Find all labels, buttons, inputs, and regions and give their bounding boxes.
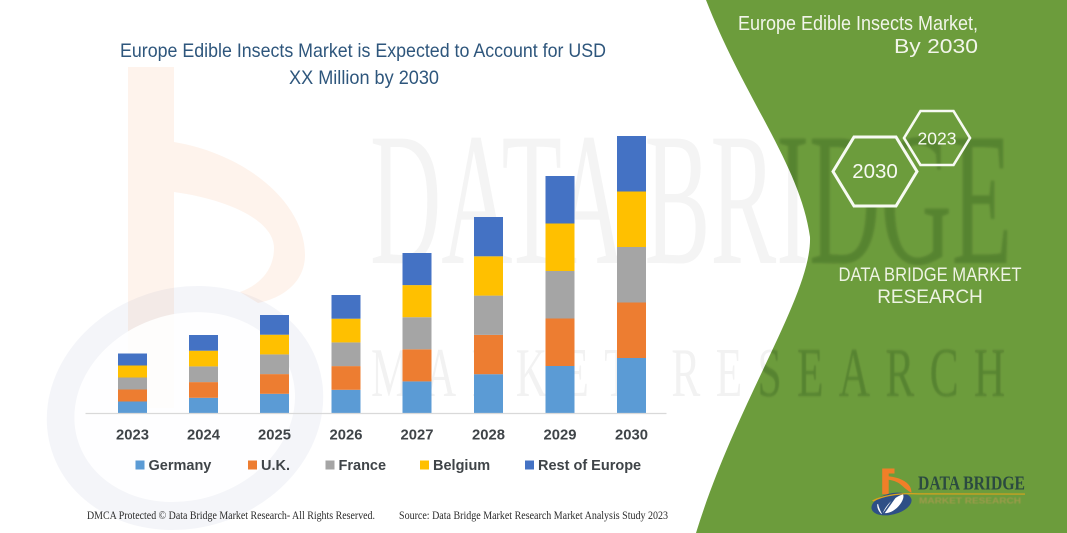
svg-text:DATA BRIDGE MARKET: DATA BRIDGE MARKET: [839, 265, 1022, 286]
svg-text:France: France: [339, 458, 387, 474]
svg-text:Europe Edible Insects Market,: Europe Edible Insects Market,: [738, 13, 978, 35]
svg-text:2025: 2025: [258, 428, 291, 444]
svg-text:2023: 2023: [116, 428, 149, 444]
svg-text:Rest of Europe: Rest of Europe: [538, 458, 641, 474]
svg-text:Germany: Germany: [149, 458, 212, 474]
svg-text:Europe Edible Insects Market i: Europe Edible Insects Market is Expected…: [120, 40, 606, 62]
svg-text:Belgium: Belgium: [433, 458, 490, 474]
svg-text:DMCA Protected © Data Bridge M: DMCA Protected © Data Bridge Market Rese…: [87, 508, 375, 522]
svg-text:2030: 2030: [615, 428, 648, 444]
svg-text:2027: 2027: [401, 428, 434, 444]
svg-text:2029: 2029: [544, 428, 577, 444]
svg-text:2030: 2030: [852, 160, 898, 183]
svg-text:MARKET RESEARCH: MARKET RESEARCH: [919, 497, 1021, 506]
svg-text:RESEARCH: RESEARCH: [877, 287, 983, 308]
svg-text:2023: 2023: [918, 129, 957, 149]
svg-text:XX Million by 2030: XX Million by 2030: [289, 67, 439, 89]
svg-text:U.K.: U.K.: [261, 458, 290, 474]
svg-text:Source: Data Bridge Market Res: Source: Data Bridge Market Research Mark…: [399, 508, 668, 522]
svg-text:By 2030: By 2030: [894, 36, 978, 58]
svg-text:2024: 2024: [187, 428, 221, 444]
svg-text:DATA BRIDGE: DATA BRIDGE: [918, 473, 1025, 495]
svg-text:2028: 2028: [472, 428, 505, 444]
svg-text:2026: 2026: [330, 428, 363, 444]
